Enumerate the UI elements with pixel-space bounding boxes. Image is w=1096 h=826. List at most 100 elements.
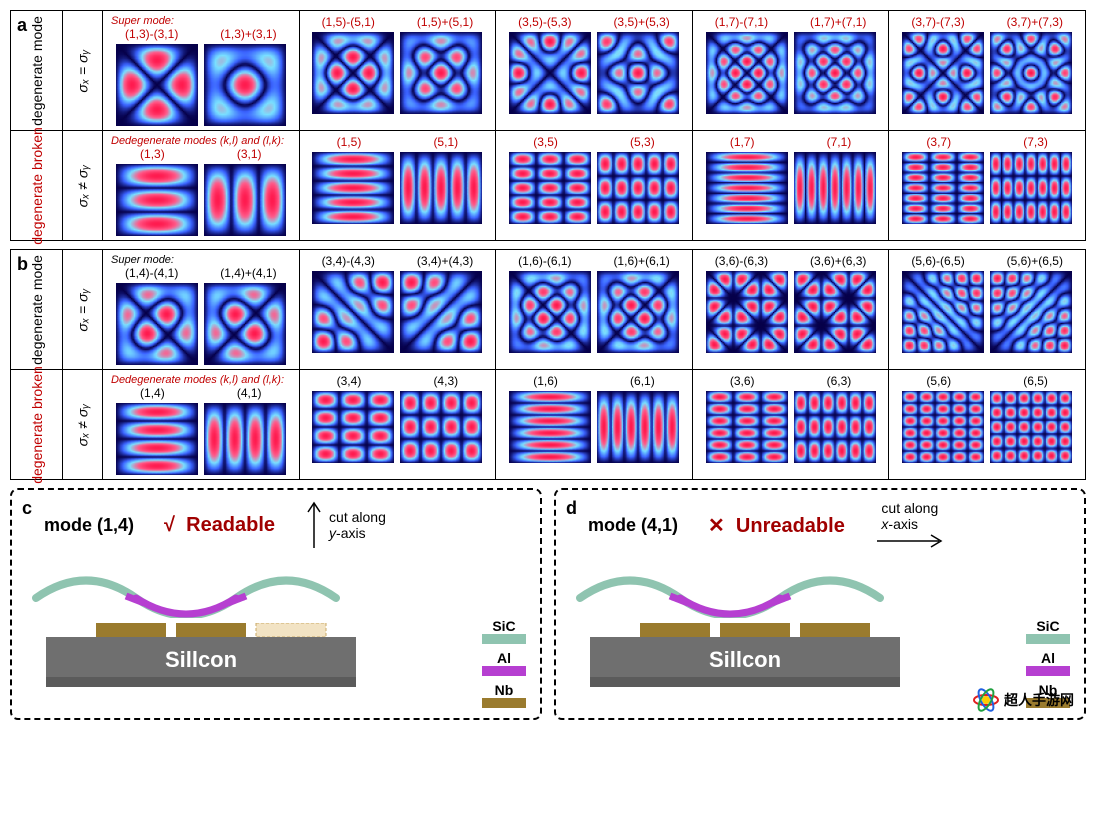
watermark-icon <box>972 686 1000 714</box>
mode-label: (1,7) <box>730 135 755 149</box>
row-side-label: degenerate broken <box>29 127 45 245</box>
mode-image <box>400 32 482 114</box>
mode-label: (3,7)-(7,3) <box>911 15 964 29</box>
mode-label: (5,1) <box>433 135 458 149</box>
status: √ Readable <box>164 514 275 537</box>
panel-letter: c <box>22 498 32 519</box>
mode-group: (1,5)-(5,1) (1,5)+(5,1) <box>300 11 497 130</box>
side-label-cell: adegenerate mode <box>11 11 63 130</box>
sigma-label: σₓ = σᵧ <box>75 288 91 331</box>
legend-swatch <box>482 698 526 708</box>
mode-label: (6,1) <box>630 374 655 388</box>
mode-label: (1,4) <box>140 386 165 400</box>
mode-label: (1,3) <box>140 147 165 161</box>
mode-image <box>794 271 876 353</box>
mode-image <box>509 271 591 353</box>
sigma-label: σₓ ≠ σᵧ <box>75 164 91 207</box>
mode-image <box>706 391 788 463</box>
legend-swatch <box>1026 634 1070 644</box>
mode-image <box>116 283 198 365</box>
panel-a: adegenerate modeσₓ = σᵧSuper mode:(1,3)-… <box>10 10 1086 241</box>
mode-image <box>509 32 591 114</box>
mode-group: (5,6)(6,5) <box>889 370 1085 479</box>
mode-image <box>204 164 286 236</box>
sigma-cell: σₓ ≠ σᵧ <box>63 131 103 240</box>
mode-image <box>204 44 286 126</box>
panel-letter: d <box>566 498 577 519</box>
mode-label: mode (1,4) <box>44 515 134 536</box>
legend-name: Al <box>1041 650 1055 666</box>
mode-group: Dedegenerate modes (k,l) and (l,k):(1,4)… <box>103 370 300 479</box>
side-label-cell: degenerate broken <box>11 370 63 479</box>
arrow-right-icon <box>875 532 945 550</box>
mode-label: (6,3) <box>827 374 852 388</box>
mode-group: (3,6)(6,3) <box>693 370 890 479</box>
nb-pad <box>800 623 870 637</box>
mode-label: (7,1) <box>827 135 852 149</box>
side-label-cell: degenerate broken <box>11 131 63 240</box>
membrane-wave <box>26 558 366 618</box>
substrate: Sillcon <box>570 623 910 703</box>
side-label-cell: bdegenerate mode <box>11 250 63 369</box>
mode-image <box>794 391 876 463</box>
mode-label: (1,3)-(3,1) <box>125 27 178 41</box>
sigma-cell: σₓ ≠ σᵧ <box>63 370 103 479</box>
mode-label: (1,6) <box>533 374 558 388</box>
status: ✕ Unreadable <box>708 513 845 538</box>
mode-label: (3,7) <box>926 135 951 149</box>
mode-label: (1,7)+(7,1) <box>810 15 866 29</box>
mode-image <box>312 391 394 463</box>
mode-image <box>400 271 482 353</box>
row-side-label: degenerate mode <box>29 255 45 365</box>
mode-group: (3,4)(4,3) <box>300 370 497 479</box>
mode-label: (6,5) <box>1023 374 1048 388</box>
mode-label: (1,5) <box>337 135 362 149</box>
mode-label: (3,1) <box>237 147 262 161</box>
mode-image <box>794 152 876 224</box>
mode-image <box>597 391 679 463</box>
sigma-cell: σₓ = σᵧ <box>63 250 103 369</box>
mode-label: (1,4)+(4,1) <box>220 266 276 280</box>
row-side-label: degenerate broken <box>29 366 45 484</box>
mode-label: (3,6)+(6,3) <box>810 254 866 268</box>
mode-image <box>509 152 591 224</box>
mode-label: (3,5) <box>533 135 558 149</box>
legend-swatch <box>1026 666 1070 676</box>
mode-group: Super mode:(1,3)-(3,1)(1,3)+(3,1) <box>103 11 300 130</box>
mode-label: (1,5)+(5,1) <box>417 15 473 29</box>
mode-group: (1,7)-(7,1) (1,7)+(7,1) <box>693 11 890 130</box>
mode-image <box>116 164 198 236</box>
mode-image <box>706 271 788 353</box>
mode-group: (3,7)-(7,3)(3,7)+(7,3) <box>889 11 1085 130</box>
panel-letter: b <box>17 254 28 275</box>
watermark: 超人手游网 <box>972 686 1074 714</box>
cut-label: cut alongy-axis <box>329 509 386 541</box>
mode-image <box>204 283 286 365</box>
mode-label: (1,5)-(5,1) <box>322 15 375 29</box>
arrow-up-icon <box>305 500 323 550</box>
mode-label: (3,4)+(4,3) <box>417 254 473 268</box>
nb-pad <box>96 623 166 637</box>
mode-image <box>116 403 198 475</box>
mode-label: (4,1) <box>237 386 262 400</box>
sigma-cell: σₓ = σᵧ <box>63 11 103 130</box>
mode-group: (1,7) (7,1) <box>693 131 890 240</box>
nb-pad <box>256 623 326 637</box>
legend-name: SiC <box>492 618 515 634</box>
mode-group: (1,6)-(6,1)(1,6)+(6,1) <box>496 250 693 369</box>
mode-image <box>990 271 1072 353</box>
silicon-label: Sillcon <box>165 647 237 672</box>
mode-label: (7,3) <box>1023 135 1048 149</box>
header-prefix: Dedegenerate modes (k,l) and (l,k): <box>109 374 293 386</box>
header-prefix: Super mode: <box>109 254 293 266</box>
mode-group: (3,7) (7,3) <box>889 131 1085 240</box>
mode-image <box>204 403 286 475</box>
mode-group: Dedegenerate modes (k,l) and (l,k):(1,3)… <box>103 131 300 240</box>
silicon-label: Sillcon <box>709 647 781 672</box>
mode-label: (1,7)-(7,1) <box>715 15 768 29</box>
header-prefix: Super mode: <box>109 15 293 27</box>
mode-label: (5,6)-(6,5) <box>911 254 964 268</box>
legend: SiCAlNb <box>482 618 526 708</box>
mode-image <box>990 32 1072 114</box>
mode-image <box>902 32 984 114</box>
